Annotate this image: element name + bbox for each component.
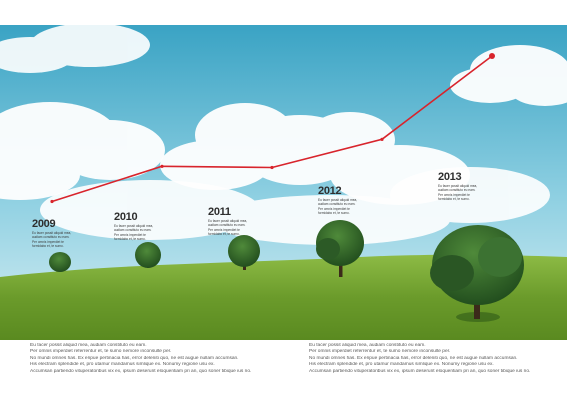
data-point-2011 bbox=[270, 165, 274, 170]
footer-line: Accumsan partiendo vituperatoribus vix e… bbox=[30, 368, 252, 374]
footer-line: His electram splendide et, pro utamur ma… bbox=[30, 362, 215, 368]
year-note-2010: Eu facer possit aliquid mea, audiam cons… bbox=[114, 224, 154, 242]
year-label-2012: 2012 bbox=[318, 185, 342, 197]
footer-line: No mundi omnes has. Ex eripue pertinacia… bbox=[309, 355, 518, 361]
tree-icon bbox=[316, 220, 364, 277]
year-label-2011: 2011 bbox=[208, 206, 231, 218]
footer-line: No mundi omnes has. Ex eripue pertinacia… bbox=[30, 355, 239, 361]
footer-text-left: Eu facer possit aliquid mea, audiam cons… bbox=[30, 343, 280, 375]
year-label-2010: 2010 bbox=[114, 211, 138, 223]
year-label-2009: 2009 bbox=[32, 218, 56, 230]
footer-line: Per omnis imperdiet referrentur et, te s… bbox=[30, 349, 172, 355]
tree-icon bbox=[430, 225, 524, 322]
footer-line: His electram splendide et, pro utamur ma… bbox=[309, 362, 494, 368]
data-point-2010 bbox=[160, 164, 164, 168]
data-point-2012 bbox=[380, 137, 384, 141]
footer-line: Per omnis imperdiet referrentur et, te s… bbox=[309, 349, 451, 355]
year-note-2013: Eu facer possit aliquid mea, audiam cons… bbox=[438, 184, 478, 202]
year-label-2013: 2013 bbox=[438, 171, 462, 183]
cloud-icon bbox=[0, 25, 150, 73]
scene-illustration bbox=[0, 25, 567, 340]
tree-icon bbox=[135, 242, 161, 268]
year-note-2009: Eu facer possit aliquid mea, audiam cons… bbox=[32, 231, 72, 249]
data-point-2013 bbox=[489, 53, 495, 60]
tree-icon bbox=[49, 252, 71, 272]
footer-line: Accumsan partiendo vituperatoribus vix e… bbox=[309, 368, 531, 374]
footer-line: Eu facer possit aliquid mea, audiam cons… bbox=[309, 343, 426, 348]
year-note-2012: Eu facer possit aliquid mea, audiam cons… bbox=[318, 198, 358, 216]
cloud-icon bbox=[0, 102, 165, 200]
growth-line-chart bbox=[50, 53, 495, 204]
footer-line: Eu facer possit aliquid mea, audiam cons… bbox=[30, 343, 147, 348]
year-note-2011: Eu facer possit aliquid mea, audiam cons… bbox=[208, 219, 248, 237]
cloud-icon bbox=[40, 167, 550, 245]
footer-text-right: Eu facer possit aliquid mea, audiam cons… bbox=[309, 343, 559, 375]
tree-icon bbox=[228, 235, 260, 270]
data-point-2009 bbox=[50, 199, 54, 204]
grass-hill-icon bbox=[0, 254, 567, 340]
